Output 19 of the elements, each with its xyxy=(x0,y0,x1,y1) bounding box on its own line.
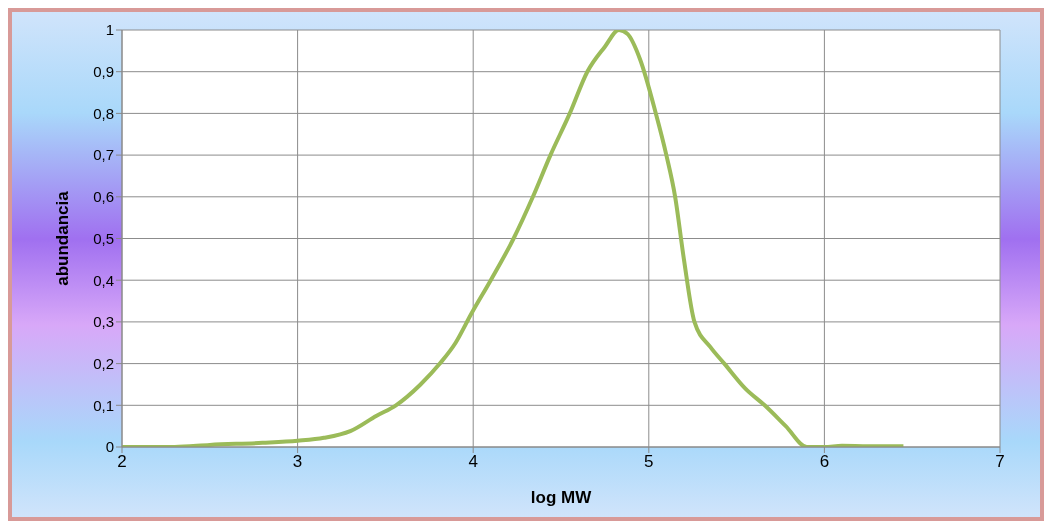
y-tick-label: 0,4 xyxy=(93,271,114,289)
x-tick-label: 3 xyxy=(292,452,303,472)
y-tick-label: 0,8 xyxy=(93,104,114,122)
x-tick-label: 2 xyxy=(117,452,127,472)
y-tick-label: 0,6 xyxy=(93,188,114,206)
y-tick-label: 1 xyxy=(105,21,114,39)
y-tick-label: 0,9 xyxy=(93,63,114,81)
x-tick-label: 7 xyxy=(995,452,1005,472)
y-tick-label: 0,7 xyxy=(93,146,114,164)
y-tick-label: 0,3 xyxy=(93,313,114,331)
y-tick-label: 0,1 xyxy=(93,396,114,414)
x-tick-label: 6 xyxy=(819,452,830,472)
x-tick-label: 4 xyxy=(468,452,478,472)
y-tick-label: 0,2 xyxy=(93,354,114,372)
x-tick-label: 5 xyxy=(644,452,654,472)
y-axis-title: abundancia xyxy=(53,190,73,286)
x-axis-title: log MW xyxy=(530,488,593,507)
y-tick-label: 0,5 xyxy=(93,229,114,247)
y-tick-label: 0 xyxy=(105,438,114,456)
